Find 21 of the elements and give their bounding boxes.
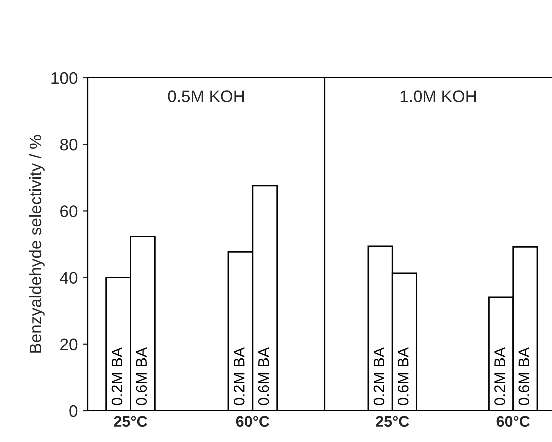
annotation: 1.0M KOH	[400, 90, 476, 102]
series-label: 0.6M BA	[136, 347, 148, 406]
x-tick-label: 60°C	[496, 416, 530, 428]
x-tick-label: 25°C	[114, 416, 148, 428]
x-tick-label: 25°C	[376, 416, 410, 428]
series-label: 0.2M BA	[112, 347, 123, 406]
text: 0.2M BA	[234, 347, 245, 406]
series-label: 0.6M BA	[398, 347, 409, 406]
text: 0.6M BA	[518, 347, 530, 406]
y-tick-label: 20	[60, 338, 78, 351]
text: 0.6M BA	[258, 347, 270, 406]
y-tick-label: 100	[52, 72, 78, 84]
series-label: 0.2M BA	[374, 347, 385, 406]
y-tick-label: 80	[60, 139, 78, 151]
y-axis-title: Benzyaldehyde selectivity / %	[29, 135, 45, 353]
annotation: 0.5M KOH	[168, 90, 244, 102]
x-tick-label: 60°C	[236, 416, 270, 428]
y-tick-label: 60	[60, 206, 78, 218]
y-tick-label: 40	[60, 272, 78, 284]
text: 0.2M BA	[494, 347, 506, 406]
y-tick-label: 0	[70, 405, 78, 418]
